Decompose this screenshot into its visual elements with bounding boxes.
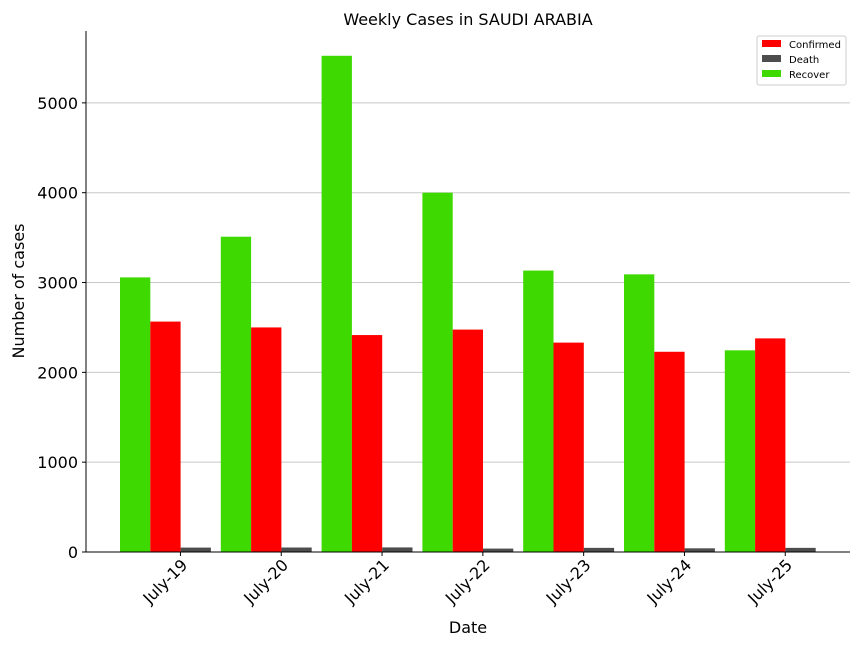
bar-recover-july-25 (724, 350, 756, 552)
bar-recover-july-21 (321, 55, 352, 552)
bar-confirmed-july-24 (654, 351, 685, 552)
x-tick-label: July-21 (340, 555, 393, 608)
bar-death-july-21 (382, 547, 413, 552)
x-axis-label: Date (449, 618, 487, 637)
bar-death-july-19 (180, 547, 211, 552)
x-tick-label: July-19 (139, 555, 192, 608)
chart-title: Weekly Cases in SAUDI ARABIA (343, 10, 592, 29)
legend-swatch-recover (762, 70, 781, 77)
x-tick-label: July-25 (743, 555, 796, 608)
bar-recover-july-23 (523, 270, 554, 552)
y-tick-label: 5000 (37, 94, 78, 113)
legend: Confirmed Death Recover (756, 35, 847, 86)
bar-death-july-20 (281, 547, 312, 552)
legend-swatch-death (762, 55, 781, 62)
bar-death-july-24 (684, 548, 715, 552)
bar-confirmed-july-22 (452, 329, 483, 552)
y-tick-label: 1000 (37, 453, 78, 472)
y-tick-label: 4000 (37, 184, 78, 203)
bar-recover-july-20 (220, 236, 252, 552)
bars (120, 55, 816, 553)
legend-swatch-confirmed (762, 40, 781, 47)
bar-death-july-25 (785, 547, 816, 552)
y-tick-label: 2000 (37, 363, 78, 382)
x-tick-label: July-24 (643, 555, 696, 608)
bar-confirmed-july-20 (251, 327, 282, 552)
bar-death-july-23 (583, 547, 615, 552)
gridlines (86, 102, 850, 463)
x-tick-label: July-23 (542, 555, 595, 608)
legend-label-recover: Recover (789, 70, 830, 81)
x-tick-label: July-20 (239, 555, 292, 608)
bar-recover-july-19 (120, 277, 151, 552)
legend-label-confirmed: Confirmed (789, 40, 841, 51)
bar-confirmed-july-21 (351, 335, 383, 552)
x-tick-label: July-22 (441, 555, 494, 608)
y-axis-label: Number of cases (9, 224, 28, 359)
y-tick-label: 0 (68, 543, 78, 562)
legend-label-death: Death (789, 55, 819, 66)
bar-death-july-22 (483, 548, 514, 552)
x-ticks: July-19 July-20 July-21 July-22 July-23 July-… (139, 552, 796, 608)
bar-recover-july-22 (422, 192, 453, 553)
bar-recover-july-24 (624, 274, 655, 552)
bar-confirmed-july-23 (553, 342, 584, 552)
bar-confirmed-july-19 (150, 321, 181, 552)
y-ticks: 0 1000 2000 3000 4000 5000 (37, 94, 86, 562)
y-tick-label: 3000 (37, 274, 78, 293)
bar-confirmed-july-25 (755, 338, 786, 552)
